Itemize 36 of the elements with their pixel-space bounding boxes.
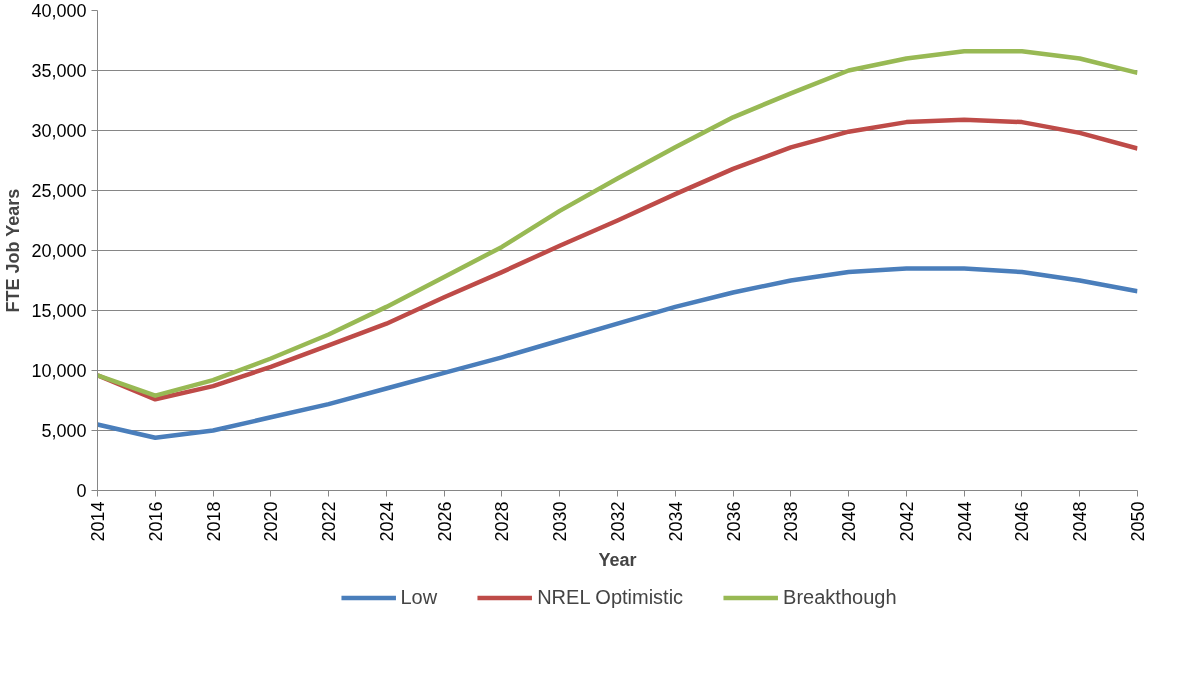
y-tick-label: 40,000 [31,1,87,21]
x-tick-label: 2034 [665,501,686,542]
y-tick-label: 25,000 [31,181,87,201]
y-tick-label: 5,000 [41,421,87,441]
x-tick-label: 2028 [492,501,513,542]
x-tick-label: 2024 [376,501,397,542]
x-tick-label: 2038 [781,501,802,542]
line-series [97,49,1138,398]
x-axis-title: Year [598,549,637,570]
x-tick-label: 2018 [203,501,224,542]
x-tick-label: 2046 [1012,501,1033,542]
y-tick-label: 35,000 [31,61,87,81]
y-tick-label: 15,000 [31,301,87,321]
y-tick-label: 20,000 [31,241,87,261]
legend-label: NREL Optimistic [537,585,684,609]
legend-label: Breakthough [783,585,897,609]
y-tick-label: 10,000 [31,361,87,381]
y-tick-label: 0 [76,481,87,501]
line-series [97,117,1138,402]
x-tick-label: 2044 [954,501,975,542]
x-tick-label: 2048 [1070,501,1091,542]
x-tick-label: 2040 [839,501,860,542]
x-tick-label: 2036 [723,501,744,542]
x-tick-label: 2050 [1128,501,1148,542]
y-tick-label: 30,000 [31,121,87,141]
x-tick-label: 2030 [550,501,571,542]
x-tick-label: 2016 [145,501,166,542]
line-series [97,266,1138,440]
x-tick-label: 2026 [434,501,455,542]
x-tick-label: 2020 [261,501,282,542]
x-tick-label: 2032 [608,501,628,542]
x-tick-label: 2014 [88,501,108,542]
y-axis-title: FTE Job Years [3,188,24,313]
x-tick-label: 2042 [896,501,917,542]
x-tick-label: 2022 [319,501,340,542]
legend-label: Low [400,585,438,609]
